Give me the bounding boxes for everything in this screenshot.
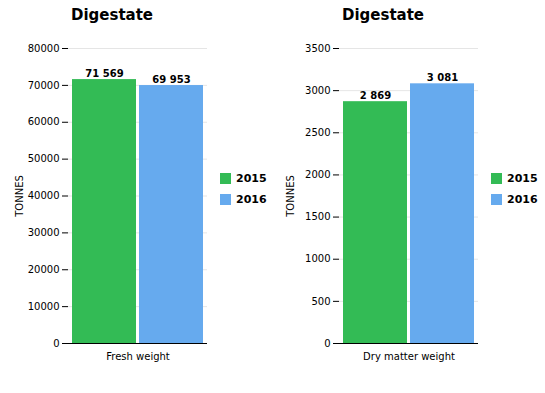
html-text:Digestate: Digestate <box>342 6 424 24</box>
svg-text:1000: 1000 <box>305 253 330 264</box>
svg-text:3000: 3000 <box>305 85 330 96</box>
svg-text:20000: 20000 <box>28 264 60 275</box>
svg-text:2 869: 2 869 <box>360 90 391 101</box>
svg-text:3500: 3500 <box>305 43 330 54</box>
svg-text:80000: 80000 <box>28 43 60 54</box>
svg-text:1500: 1500 <box>305 211 330 222</box>
svg-text:0: 0 <box>53 338 59 349</box>
svg-text:2500: 2500 <box>305 127 330 138</box>
svg-text:2000: 2000 <box>305 169 330 180</box>
html-text:2015: 2015 <box>236 171 267 185</box>
svg-text:Fresh weight: Fresh weight <box>106 351 170 362</box>
svg-text:69 953: 69 953 <box>152 74 190 85</box>
svg-text:50000: 50000 <box>28 153 60 164</box>
html-text:2016: 2016 <box>236 192 267 206</box>
svg-text:500: 500 <box>311 296 330 307</box>
svg-text:70000: 70000 <box>28 80 60 91</box>
html-text:2015: 2015 <box>507 171 538 185</box>
html-text:Digestate: Digestate <box>71 6 153 24</box>
svg-text:60000: 60000 <box>28 116 60 127</box>
svg-text:0: 0 <box>324 338 330 349</box>
svg-text:TONNES: TONNES <box>14 175 25 218</box>
html-text:2016: 2016 <box>507 192 538 206</box>
svg-text:TONNES: TONNES <box>285 175 296 218</box>
svg-text:Dry matter weight: Dry matter weight <box>363 351 455 362</box>
svg-text:30000: 30000 <box>28 227 60 238</box>
svg-text:40000: 40000 <box>28 190 60 201</box>
svg-text:3 081: 3 081 <box>427 72 458 83</box>
svg-text:71 569: 71 569 <box>85 68 123 79</box>
svg-text:10000: 10000 <box>28 301 60 312</box>
